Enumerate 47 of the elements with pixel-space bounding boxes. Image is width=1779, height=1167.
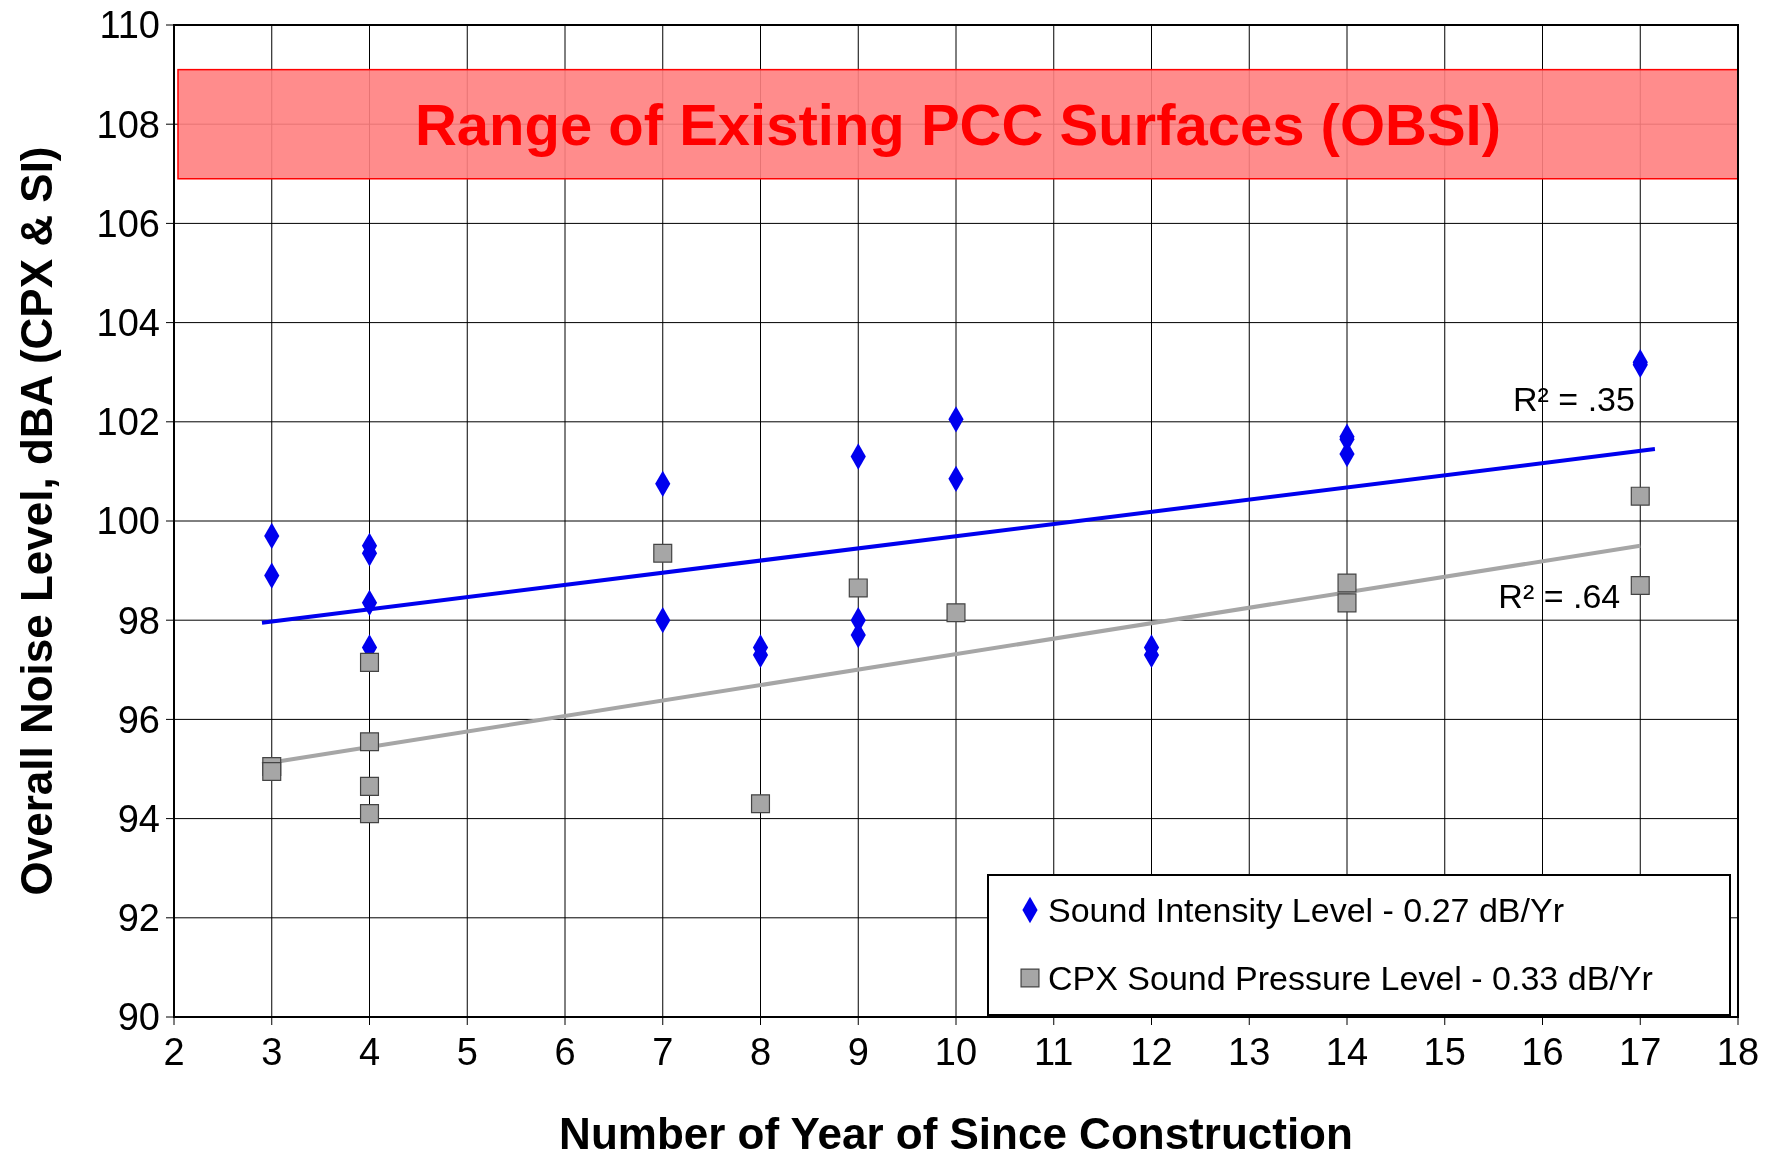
x-tick-label: 16 (1521, 1031, 1564, 1073)
y-tick-label: 96 (117, 698, 160, 741)
point (848, 578, 868, 598)
x-tick-label: 12 (1130, 1031, 1173, 1073)
x-tick-label: 10 (934, 1031, 978, 1073)
x-tick-label: 11 (1034, 1031, 1074, 1073)
x-tick-label: 8 (749, 1031, 772, 1073)
point (653, 543, 673, 563)
x-tick-label: 5 (456, 1031, 478, 1073)
point (359, 776, 380, 796)
y-tick-label: 108 (96, 103, 160, 146)
x-tick-label: 3 (261, 1031, 283, 1073)
x-tick-label: 15 (1423, 1031, 1466, 1073)
point (1630, 486, 1650, 506)
legend-label: Sound Intensity Level - 0.27 dB/Yr (1048, 890, 1564, 929)
point (359, 732, 380, 752)
band-label: Range of Existing PCC Surfaces (OBSI) (414, 91, 1502, 157)
y-tick-label: 90 (117, 996, 160, 1039)
x-tick-label: 6 (554, 1031, 576, 1073)
x-tick-label: 17 (1619, 1031, 1662, 1073)
x-axis-title: Number of Year of Since Construction (559, 1109, 1353, 1158)
point (946, 603, 966, 623)
annotation: R² = .64 (1498, 576, 1621, 615)
x-tick-label: 9 (847, 1031, 869, 1073)
y-tick-label: 94 (117, 797, 160, 840)
point (750, 794, 771, 814)
x-tick-label: 4 (358, 1031, 381, 1073)
y-axis-title: Overall Noise Level, dBA (CPX & SI) (12, 146, 61, 896)
point (359, 652, 380, 672)
point (262, 761, 282, 782)
y-tick-label: 106 (96, 202, 160, 245)
y-tick-label: 102 (96, 401, 160, 444)
point (1337, 573, 1357, 593)
x-tick-label: 18 (1716, 1031, 1760, 1073)
y-tick-label: 98 (117, 599, 160, 642)
y-tick-label: 92 (117, 897, 160, 940)
x-tick-label: 2 (163, 1031, 185, 1073)
x-tick-label: 13 (1228, 1031, 1271, 1073)
x-tick-label: 7 (652, 1031, 674, 1073)
point (359, 804, 380, 824)
point (1630, 575, 1650, 596)
x-tick-label: 14 (1325, 1031, 1369, 1073)
y-tick-label: 104 (96, 301, 160, 344)
point (1337, 593, 1357, 613)
y-tick-label: 110 (99, 4, 160, 47)
legend-label: CPX Sound Pressure Level - 0.33 dB/Yr (1048, 958, 1653, 997)
y-tick-label: 100 (96, 500, 160, 543)
